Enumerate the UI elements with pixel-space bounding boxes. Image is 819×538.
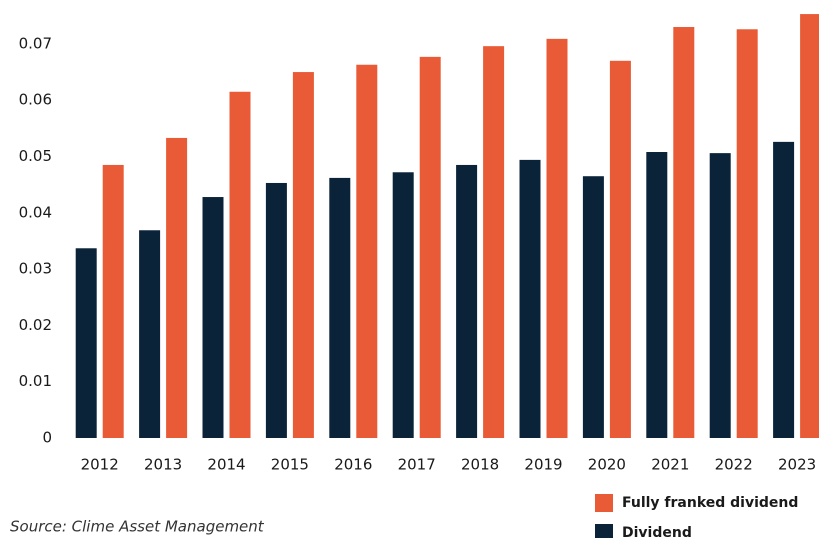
x-tick-label: 2016	[334, 456, 372, 474]
legend-label: Dividend	[622, 525, 692, 538]
x-tick-label: 2020	[588, 456, 626, 474]
y-tick-label: 0.07	[19, 34, 52, 52]
x-tick-label: 2019	[524, 456, 562, 474]
bar	[292, 72, 314, 438]
legend-swatch	[595, 524, 613, 538]
x-tick-label: 2012	[81, 456, 119, 474]
y-tick-label: 0.02	[19, 316, 52, 334]
x-tick-label: 2021	[651, 456, 689, 474]
bar	[483, 46, 505, 439]
x-tick-label: 2017	[398, 456, 436, 474]
source: Source: Clime Asset Management	[10, 518, 265, 536]
legend-swatch	[595, 494, 613, 512]
y-tick-label: 0	[42, 429, 52, 447]
bar	[392, 172, 414, 438]
bar	[229, 91, 251, 439]
x-tick-label: 2018	[461, 456, 499, 474]
bar	[800, 14, 819, 438]
y-tick-label: 0.03	[19, 260, 52, 278]
bar	[456, 164, 478, 438]
bar	[646, 152, 668, 439]
bar	[265, 182, 287, 438]
bar	[102, 164, 124, 438]
bar	[519, 159, 541, 438]
bar	[609, 60, 631, 438]
y-tick-label: 0.05	[19, 147, 52, 165]
x-tick-label: 2014	[207, 456, 245, 474]
bar	[736, 29, 758, 439]
x-tick-label: 2013	[144, 456, 182, 474]
y-tick-label: 0.01	[19, 372, 52, 390]
bar	[139, 230, 161, 438]
bar	[673, 27, 695, 439]
bar	[546, 38, 568, 438]
bar	[419, 56, 441, 439]
x-tick-label: 2022	[715, 456, 753, 474]
bar	[773, 141, 795, 438]
y-tick-label: 0.04	[19, 203, 52, 221]
bar	[202, 197, 224, 438]
bar	[582, 176, 604, 438]
bar	[709, 153, 731, 438]
legend-label: Fully franked dividend	[622, 495, 798, 511]
bar	[356, 64, 378, 439]
y-tick-label: 0.06	[19, 91, 52, 109]
bar	[329, 177, 351, 438]
bar	[75, 248, 97, 438]
x-tick-label: 2015	[271, 456, 309, 474]
x-tick-label: 2023	[778, 456, 816, 474]
bar	[166, 137, 188, 438]
